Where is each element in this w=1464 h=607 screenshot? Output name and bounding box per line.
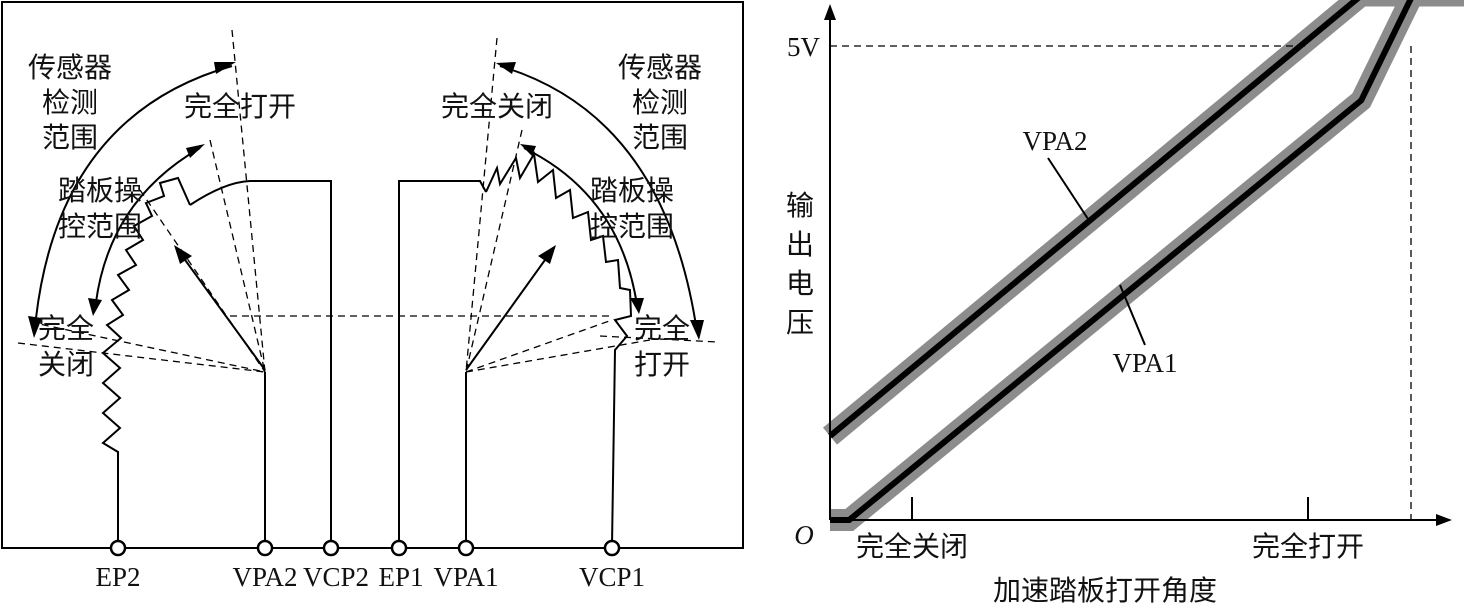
right-open-dash-3 [599, 335, 719, 343]
right-sensor-labels: 传感器 检测 范围 完全关闭 踏板操 控范围 完全 打开 [441, 51, 702, 381]
left-fully-closed-label-1: 完全 [38, 312, 94, 345]
circuit-frame [1, 1, 744, 549]
right-pedal-label-1: 踏板操 [590, 174, 674, 207]
terminals: EP2 VPA2 VCP2 EP1 VPA1 VCP1 [95, 539, 645, 592]
left-detection-label-3: 范围 [42, 121, 98, 154]
left-fully-closed-label-2: 关闭 [38, 348, 94, 381]
right-detection-label-2: 检测 [632, 86, 688, 119]
right-fully-closed-label: 完全关闭 [441, 90, 553, 123]
left-detection-arrow-low [28, 316, 42, 338]
left-pedal-arc [95, 147, 201, 303]
right-fully-open-label-1: 完全 [634, 312, 690, 345]
right-fully-open-label-2: 打开 [634, 348, 690, 381]
left-closed-dash-2 [29, 321, 266, 373]
right-detection-label-3: 范围 [632, 121, 688, 154]
vpa1-series-line [830, 0, 1414, 523]
left-pedal-arrow-low [88, 298, 102, 316]
left-detection-label-2: 检测 [42, 86, 98, 119]
terminal-label-vcp2: VCP2 [303, 562, 369, 592]
terminal-label-ep1: EP1 [378, 562, 423, 592]
left-fully-open-label: 完全打开 [184, 90, 296, 123]
vpa2-series-line [828, 0, 1361, 439]
left-detect-dash [231, 29, 266, 373]
y-axis-title-char-2: 出 [786, 228, 814, 261]
x-tick-label-fully-closed: 完全关闭 [856, 530, 968, 563]
right-detection-arrow-low [690, 320, 704, 340]
right-detection-arrow-high [496, 62, 516, 74]
vpa1-callout-line [1119, 284, 1146, 346]
vpa1-series-label: VPA1 [1112, 348, 1177, 378]
x-tick-label-fully-open: 完全打开 [1252, 530, 1364, 563]
left-resistor-zigzag [101, 176, 191, 545]
y-axis-title-char-3: 电 [786, 267, 814, 300]
range-arcs [28, 62, 704, 340]
terminal-vpa1 [457, 539, 475, 557]
left-upper-wire [189, 180, 332, 545]
left-pedal-label-2: 控范围 [58, 210, 142, 243]
x-axis-title: 加速踏板打开角度 [993, 574, 1217, 607]
right-detect-dash [465, 37, 498, 373]
left-sensor-labels: 传感器 检测 范围 完全打开 踏板操 控范围 完全 关闭 [28, 51, 296, 381]
terminal-ep1 [390, 539, 408, 557]
right-resistor-zigzag [485, 151, 633, 546]
left-pedal-label-1: 踏板操 [58, 174, 142, 207]
terminal-label-vpa2: VPA2 [232, 562, 297, 592]
right-pedal-arrow-high [520, 144, 536, 156]
right-resistor-wiring [398, 151, 633, 546]
terminal-label-vpa1: VPA1 [433, 562, 498, 592]
vpa2-series-label: VPA2 [1022, 126, 1087, 156]
series-lines [828, 0, 1414, 523]
terminal-label-ep2: EP2 [95, 562, 140, 592]
terminal-vpa2 [256, 539, 274, 557]
right-detection-label-1: 传感器 [618, 51, 702, 84]
left-pedal-arrow-high [186, 144, 205, 158]
right-pedal-arc [523, 147, 638, 306]
right-wiper-arrow [465, 252, 551, 371]
right-open-dash-1 [465, 319, 613, 373]
left-wiper-arrow [179, 252, 266, 371]
y-tick-5v: 5V [787, 32, 821, 62]
right-pedal-label-2: 控范围 [590, 210, 674, 243]
origin-label: O [794, 520, 814, 550]
y-axis-title-char-4: 压 [786, 306, 814, 339]
x-axis-arrowhead [1436, 514, 1452, 526]
right-upper-wire [398, 180, 487, 545]
right-wiper-arrowhead [538, 245, 556, 264]
left-wiper-arrowhead [174, 245, 192, 264]
terminal-label-vcp1: VCP1 [579, 562, 645, 592]
output-voltage-chart: 5V O 完全关闭 完全打开 加速踏板打开角度 输 出 电 压 VPA2 VPA… [786, 0, 1464, 607]
left-detection-arc [35, 65, 233, 319]
left-closed-dash [17, 342, 266, 373]
right-closed-dash [465, 129, 523, 373]
right-detection-arc [499, 65, 698, 333]
right-pedal-arrow-low [630, 298, 644, 314]
terminal-ep2 [109, 539, 127, 557]
terminal-vcp2 [322, 539, 340, 557]
y-axis-title-char-1: 输 [786, 189, 814, 222]
left-resistor-wiring [101, 176, 332, 545]
terminal-vcp1 [603, 539, 621, 557]
right-open-dash-2 [465, 339, 651, 373]
vpa2-callout-line [1047, 157, 1091, 223]
left-open-dash [209, 139, 266, 373]
left-detection-arrow-high [214, 62, 236, 74]
left-detection-label-1: 传感器 [28, 51, 112, 84]
y-axis-arrowhead [824, 4, 836, 20]
sensor-circuit-diagram: 传感器 检测 范围 完全打开 踏板操 控范围 完全 关闭 传感器 检测 范围 完… [1, 1, 744, 592]
